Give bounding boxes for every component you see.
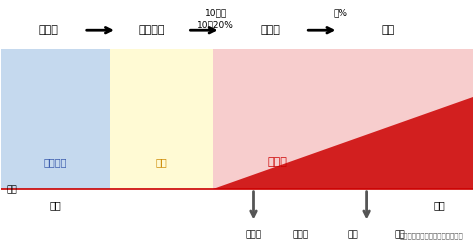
Text: 危険域: 危険域 — [267, 157, 287, 167]
Text: あり: あり — [434, 200, 446, 210]
Polygon shape — [213, 97, 473, 189]
FancyBboxPatch shape — [213, 49, 473, 189]
Text: なし: なし — [50, 200, 62, 210]
Text: むくみ: むくみ — [292, 230, 309, 239]
Text: 経過観察: 経過観察 — [44, 157, 67, 167]
Text: 肝癌: 肝癌 — [381, 25, 394, 35]
Text: イラスト提供：肝炎情報センター: イラスト提供：肝炎情報センター — [400, 233, 463, 239]
Text: だるさ: だるさ — [246, 230, 262, 239]
Text: 脂肪肝: 脂肪肝 — [38, 25, 58, 35]
Text: 腹水: 腹水 — [394, 230, 405, 239]
FancyBboxPatch shape — [110, 49, 213, 189]
Text: 10年後: 10年後 — [205, 9, 227, 17]
Text: 10～20%: 10～20% — [197, 21, 234, 30]
Text: 脂肪肝炎: 脂肪肝炎 — [139, 25, 165, 35]
Text: 数%: 数% — [334, 9, 347, 17]
Text: 注意: 注意 — [156, 157, 167, 167]
FancyBboxPatch shape — [1, 49, 110, 189]
Text: 症状: 症状 — [6, 185, 17, 194]
Text: 肝硬変: 肝硬変 — [260, 25, 280, 35]
Text: 黄疸: 黄疸 — [347, 230, 358, 239]
